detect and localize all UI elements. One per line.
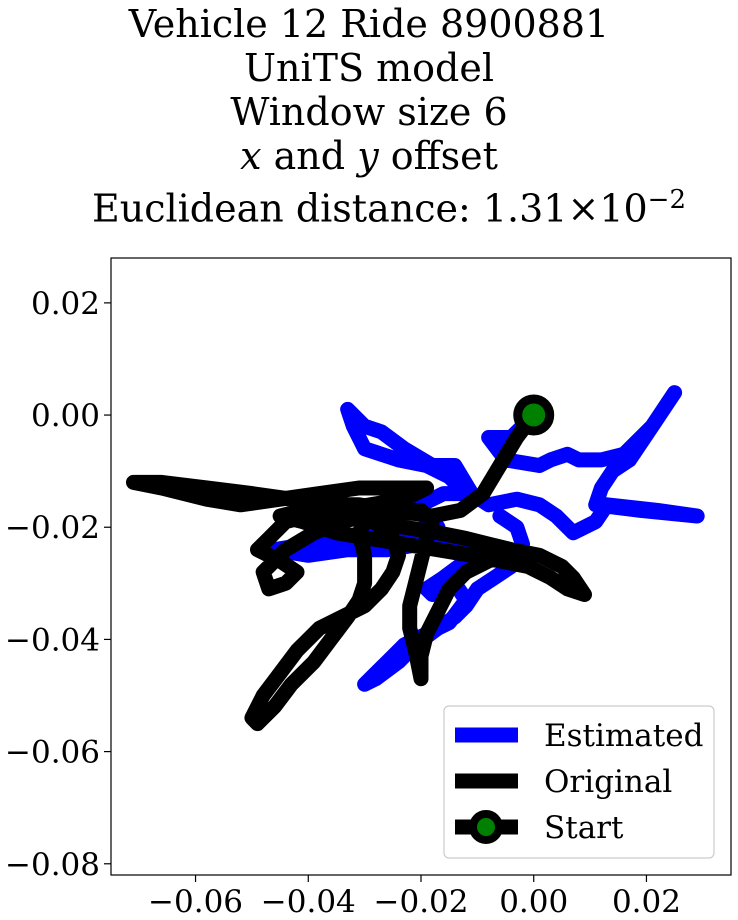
series-layer [126, 385, 705, 732]
title-distance-base: 10 [599, 186, 648, 231]
title-line-4: x and y offset [0, 134, 738, 178]
x-tick-label: −0.02 [374, 884, 469, 920]
series-line-estimated [267, 385, 705, 692]
y-tick-label: −0.04 [5, 622, 100, 658]
x-tick-label: 0.00 [499, 884, 568, 920]
series-line-original [126, 407, 592, 732]
y-tick-label: −0.08 [5, 847, 100, 883]
title-x-var: x [240, 134, 262, 178]
x-tick-label: 0.02 [612, 884, 681, 920]
legend-start-marker [469, 810, 503, 844]
legend-label-estimated: Estimated [544, 718, 703, 754]
title-offset: offset [378, 134, 498, 178]
start-marker [513, 394, 555, 436]
title-distance-times: × [567, 186, 600, 231]
title-distance-exponent: −2 [647, 185, 686, 215]
title-y-var: y [357, 134, 379, 178]
title-and: and [261, 134, 358, 178]
title-line-2: UniTS model [244, 46, 494, 90]
title-line-5: Euclidean distance: 1.31×10−2 [40, 178, 738, 231]
x-tick-label: −0.04 [261, 884, 356, 920]
ticks-layer: −0.06 −0.04 −0.02 0.00 0.02 0.02 0.00 −0.02 −0.0… [5, 286, 681, 920]
y-tick-label: −0.02 [5, 510, 100, 546]
y-tick-label: −0.06 [5, 735, 100, 771]
legend-label-original: Original [544, 764, 672, 800]
chart-title: Vehicle 12 Ride 8900881 UniTS model Wind… [0, 2, 738, 231]
legend-label-start: Start [544, 810, 624, 846]
title-distance-prefix: Euclidean distance: [92, 186, 483, 231]
title-line-3: Window size 6 [230, 90, 508, 134]
title-distance-mantissa: 1.31 [482, 186, 568, 231]
legend: Estimated Original Start [443, 705, 715, 859]
title-line-1: Vehicle 12 Ride 8900881 [128, 2, 610, 46]
x-tick-label: −0.06 [148, 884, 243, 920]
y-tick-label: 0.02 [31, 286, 100, 322]
y-tick-label: 0.00 [31, 398, 100, 434]
